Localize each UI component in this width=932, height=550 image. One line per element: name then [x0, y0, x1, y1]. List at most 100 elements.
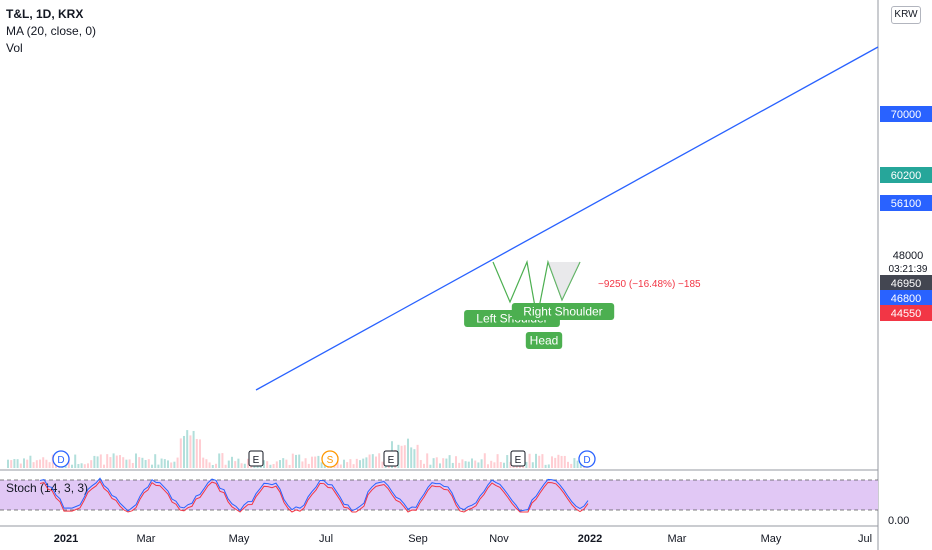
volume-bar — [151, 464, 153, 468]
volume-bar — [282, 458, 285, 468]
volume-bar — [365, 457, 368, 468]
event-marker-E[interactable]: E — [383, 450, 399, 467]
volume-bar — [493, 462, 496, 468]
volume-bar — [311, 456, 313, 468]
volume-bar — [227, 460, 230, 468]
price-badge-46950: 46950 — [880, 275, 932, 291]
volume-bar — [378, 453, 381, 468]
time-tick-label: Jul — [858, 533, 872, 545]
volume-bar — [125, 459, 128, 468]
position-stat: −9250 (−16.48%) −185 — [598, 279, 701, 290]
volume-bar — [224, 464, 227, 468]
volume-bar — [87, 463, 89, 468]
volume-bar — [429, 464, 432, 468]
volume-bar — [525, 461, 528, 468]
volume-bar — [39, 459, 41, 468]
volume-bar — [477, 462, 480, 468]
volume-bar — [442, 458, 445, 468]
volume-bar — [109, 457, 112, 468]
volume-bar — [461, 459, 464, 468]
volume-indicator-label[interactable]: Vol — [6, 41, 23, 55]
volume-bar — [131, 462, 134, 468]
trendline — [255, 46, 879, 391]
volume-bar — [221, 453, 224, 468]
volume-bar — [419, 460, 422, 468]
volume-bar — [183, 435, 185, 468]
volume-bar — [269, 464, 272, 468]
svg-text:60200: 60200 — [891, 170, 922, 182]
volume-bar — [23, 458, 25, 468]
svg-text:E: E — [388, 455, 395, 466]
volume-bar — [563, 455, 566, 468]
volume-bar — [554, 457, 557, 468]
volume-bar — [112, 453, 115, 468]
volume-bar — [355, 458, 358, 468]
volume-bar — [375, 456, 377, 468]
volume-bar — [80, 463, 83, 468]
volume-bar — [471, 458, 473, 468]
volume-bar — [295, 454, 297, 468]
price-badge-46800: 46800 — [880, 290, 932, 306]
volume-bar — [288, 464, 291, 468]
event-marker-E[interactable]: E — [248, 450, 264, 467]
volume-bar — [403, 445, 406, 468]
svg-text:44550: 44550 — [891, 308, 922, 320]
volume-bar — [157, 464, 160, 468]
volume-bar — [77, 464, 80, 468]
volume-bar — [451, 462, 454, 468]
volume-bar — [170, 462, 173, 468]
volume-bar — [189, 435, 192, 468]
volume-bar — [426, 453, 429, 468]
stoch-d-line — [39, 480, 589, 513]
event-marker-D[interactable]: D — [52, 450, 70, 468]
volume-bar — [557, 454, 560, 468]
volume-bar — [448, 455, 451, 468]
volume-bar — [141, 457, 144, 468]
event-marker-E[interactable]: E — [510, 450, 526, 467]
volume-bar — [106, 454, 109, 468]
svg-text:46800: 46800 — [891, 293, 922, 305]
price-badge-70000: 70000 — [880, 106, 932, 122]
volume-bar — [42, 457, 45, 468]
volume-bar — [176, 457, 179, 468]
volume-bar — [304, 458, 307, 468]
ma-indicator-label[interactable]: MA (20, close, 0) — [6, 24, 97, 38]
volume-bar — [343, 459, 345, 468]
volume-bar — [544, 464, 547, 468]
volume-bar — [99, 454, 102, 468]
volume-bar — [307, 463, 310, 468]
volume-bar — [503, 462, 505, 468]
volume-bar — [48, 462, 51, 468]
candles-group — [7, 430, 589, 468]
volume-bar — [90, 460, 93, 468]
currency-button[interactable]: KRW — [891, 6, 921, 24]
volume-bar — [167, 460, 169, 468]
chart-legend: T&L, 1D, KRX MA (20, close, 0) Vol — [6, 6, 96, 57]
time-tick-label: Nov — [489, 533, 509, 545]
volume-bar — [423, 463, 425, 468]
svg-text:D: D — [583, 455, 590, 466]
svg-text:03:21:39: 03:21:39 — [889, 264, 928, 275]
event-marker-S[interactable]: S — [321, 450, 339, 468]
volume-bar — [154, 454, 157, 468]
volume-bar — [199, 439, 201, 468]
price-badge-44550: 44550 — [880, 305, 932, 321]
volume-bar — [93, 455, 96, 468]
volume-bar — [243, 463, 246, 468]
volume-bar — [263, 460, 265, 468]
volume-bar — [208, 462, 211, 468]
volume-bar — [211, 464, 214, 468]
time-tick-label: Jul — [319, 533, 333, 545]
volume-bar — [352, 464, 355, 468]
event-marker-D[interactable]: D — [578, 450, 596, 468]
svg-text:Head: Head — [530, 334, 559, 348]
volume-bar — [570, 463, 573, 468]
volume-bar — [573, 458, 576, 468]
volume-bar — [339, 464, 342, 468]
time-tick-label: Mar — [668, 533, 687, 545]
symbol-title[interactable]: T&L, 1D, KRX — [6, 7, 84, 21]
volume-bar — [173, 461, 176, 468]
time-tick-label: May — [761, 533, 782, 545]
volume-bar — [291, 453, 294, 468]
